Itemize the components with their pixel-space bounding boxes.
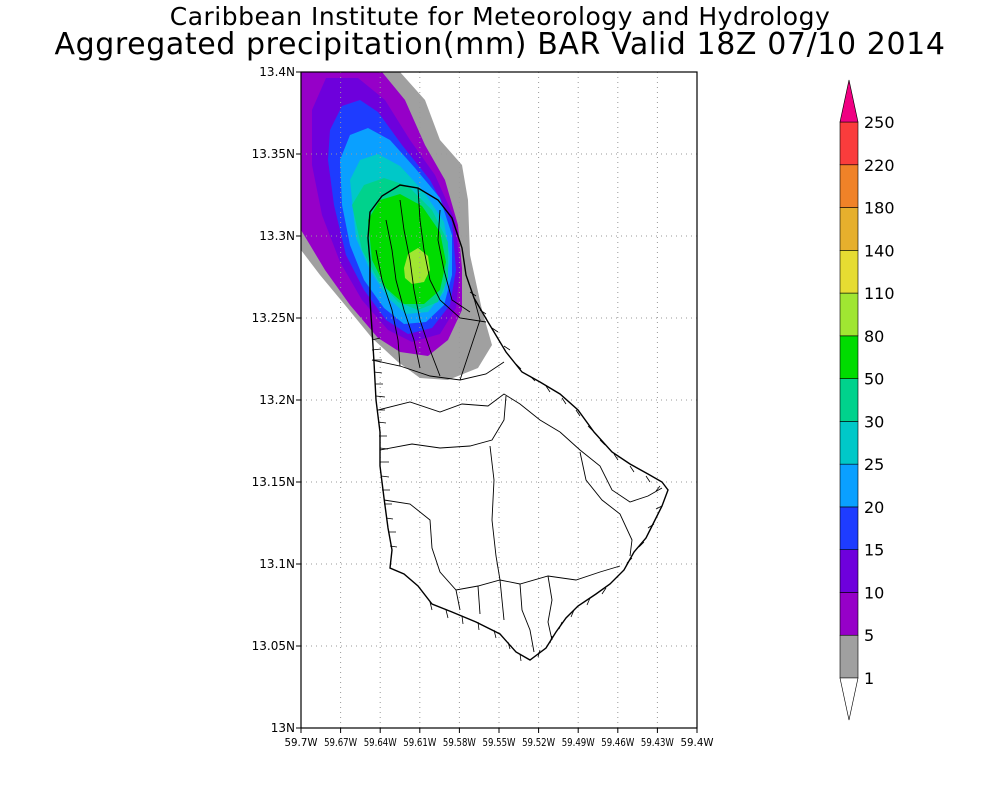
- colorbar-label: 25: [864, 455, 884, 474]
- colorbar-box: [839, 207, 859, 251]
- colorbar-box: [839, 421, 859, 465]
- chart-title-line1: Caribbean Institute for Meteorology and …: [169, 2, 831, 31]
- lon-tick-label: 59.43W: [641, 736, 674, 749]
- colorbar-box: [839, 335, 859, 379]
- colorbar-label: 15: [864, 541, 884, 560]
- lat-tick-label: 13.35N: [252, 147, 295, 161]
- lon-tick-label: 59.46W: [601, 736, 634, 749]
- lon-tick-label: 59.52W: [522, 736, 555, 749]
- colorbar-label: 20: [864, 498, 884, 517]
- internal-boundaries: [371, 187, 663, 653]
- colorbar-label: 220: [864, 156, 895, 175]
- lat-tick-label: 13.1N: [259, 557, 295, 571]
- colorbar-label: 180: [864, 199, 895, 218]
- colorbar-top-triangle: [839, 79, 859, 123]
- lon-tick-label: 59.64W: [364, 736, 397, 749]
- lat-tick-label: 13.4N: [259, 65, 295, 79]
- colorbar-label: 80: [864, 327, 884, 346]
- colorbar-label: 30: [864, 412, 884, 431]
- lon-tick-label: 59.67W: [324, 736, 357, 749]
- colorbar-box: [839, 121, 859, 166]
- lon-tick-label: 59.7W: [285, 736, 318, 749]
- colorbar-box: [839, 634, 859, 679]
- lat-tick-label: 13.2N: [259, 393, 295, 407]
- colorbar-box: [839, 378, 859, 422]
- lon-tick-label: 59.58W: [443, 736, 476, 749]
- colorbar-box: [839, 250, 859, 294]
- colorbar-box: [839, 463, 859, 508]
- rain-contour-80-110: [404, 248, 430, 284]
- colorbar-label: 50: [864, 370, 884, 389]
- colorbar-label: 140: [864, 241, 895, 260]
- lon-tick-label: 59.49W: [562, 736, 595, 749]
- lat-axis: 13.4N 13.35N 13.3N 13.25N 13.2N 13.15N 13.1N 13…: [252, 65, 301, 735]
- colorbar-label: 1: [864, 669, 874, 688]
- colorbar-label: 5: [864, 626, 874, 645]
- colorbar-box: [839, 592, 859, 636]
- lat-tick-label: 13N: [271, 721, 295, 735]
- colorbar-box: [839, 292, 859, 337]
- lon-tick-label: 59.55W: [483, 736, 516, 749]
- colorbar-bottom-triangle: [839, 677, 859, 721]
- precipitation-field: [301, 72, 492, 380]
- colorbar-box: [839, 549, 859, 593]
- colorbar-label: 10: [864, 583, 884, 602]
- coastline-texture: [371, 291, 663, 662]
- lon-axis: 59.7W 59.67W 59.64W 59.61W 59.58W 59.55W 59.52…: [285, 728, 714, 749]
- lat-tick-label: 13.05N: [252, 639, 295, 653]
- colorbar-label: 250: [864, 113, 895, 132]
- lat-tick-label: 13.25N: [252, 311, 295, 325]
- colorbar-box: [839, 164, 859, 208]
- map-grid: [301, 72, 697, 728]
- coastline: [367, 184, 669, 661]
- colorbar-label: 110: [864, 284, 895, 303]
- lon-tick-label: 59.61W: [403, 736, 436, 749]
- lat-tick-label: 13.15N: [252, 475, 295, 489]
- lon-tick-label: 59.4W: [681, 736, 714, 749]
- lat-tick-label: 13.3N: [259, 229, 295, 243]
- chart-title-line2: Aggregated precipitation(mm) BAR Valid 1…: [54, 27, 946, 62]
- colorbar-box: [839, 506, 859, 550]
